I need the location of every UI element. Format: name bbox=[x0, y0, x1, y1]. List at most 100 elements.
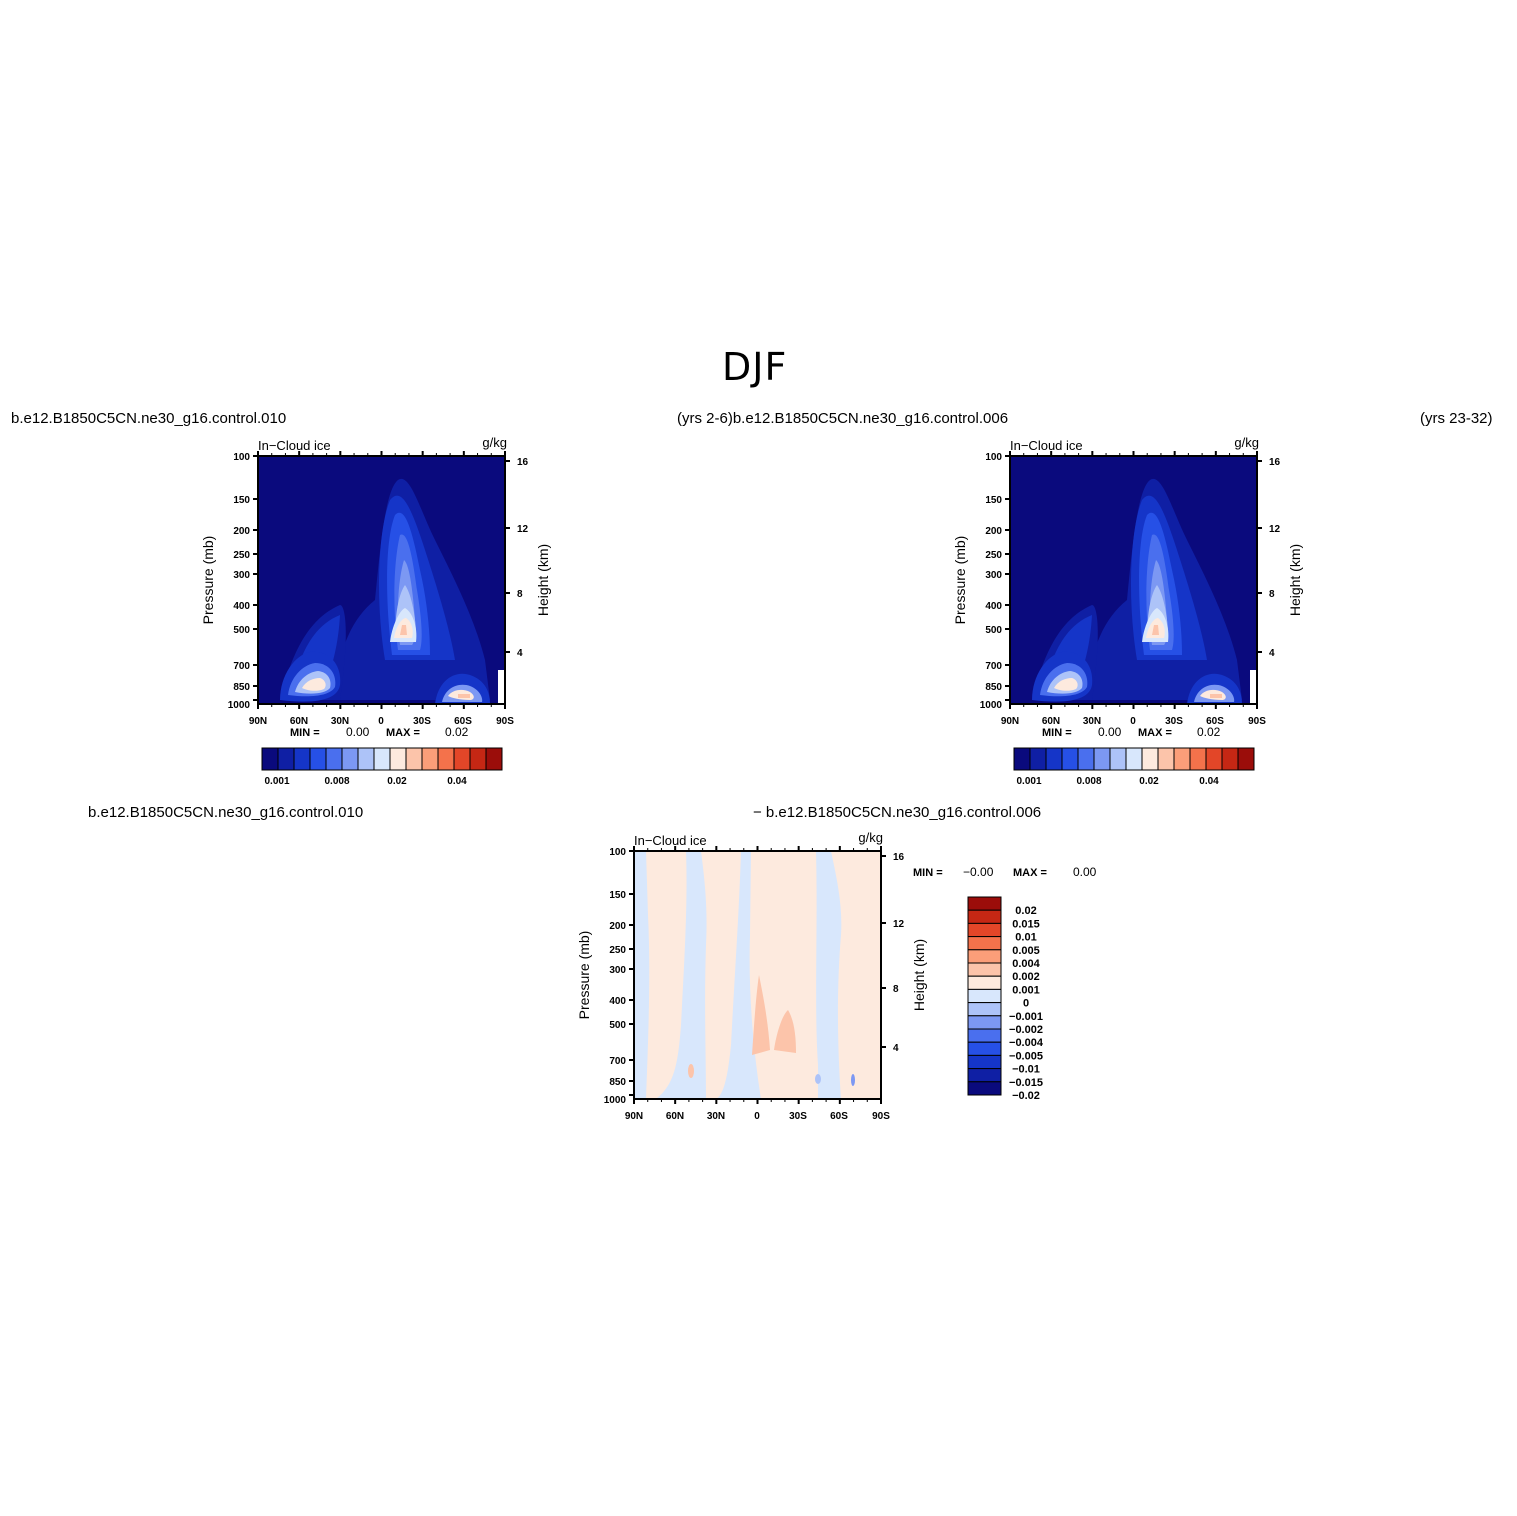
y-axis-label: Pressure (mb) bbox=[200, 536, 216, 625]
colorbar-label: 0.004 bbox=[1012, 958, 1040, 970]
y-tick-label: 300 bbox=[233, 570, 250, 581]
colorbar-swatch bbox=[421, 747, 439, 771]
colorbar-swatch bbox=[373, 747, 391, 771]
min-label: MIN = bbox=[290, 727, 320, 739]
min-label: MIN = bbox=[913, 867, 943, 879]
corner-label-variable: In−Cloud ice bbox=[258, 438, 331, 453]
x-tick-label: 90S bbox=[872, 1111, 890, 1122]
y-right-tick-label: 16 bbox=[893, 852, 905, 863]
colorbar-swatch bbox=[309, 747, 327, 771]
y-right-tick-label: 4 bbox=[893, 1043, 899, 1054]
max-value: 0.00 bbox=[1073, 865, 1097, 879]
y-tick-label: 150 bbox=[985, 495, 1002, 506]
colorbar-swatch bbox=[1157, 747, 1175, 771]
colorbar-label: 0 bbox=[1023, 998, 1029, 1010]
colorbar-swatch bbox=[437, 747, 455, 771]
y-tick-label: 400 bbox=[233, 601, 250, 612]
colorbar-swatch bbox=[469, 747, 487, 771]
max-label: MAX = bbox=[1013, 867, 1047, 879]
colorbar-label: −0.01 bbox=[1012, 1064, 1040, 1076]
max-value: 0.02 bbox=[445, 725, 469, 739]
y-tick-label: 300 bbox=[609, 965, 626, 976]
colorbar-swatch bbox=[967, 1002, 1002, 1017]
colorbar-label: 0.02 bbox=[387, 776, 407, 787]
x-tick-label: 30N bbox=[331, 716, 349, 727]
y-right-tick-label: 4 bbox=[1269, 648, 1275, 659]
colorbar-label: 0.02 bbox=[1139, 776, 1159, 787]
tick-marks bbox=[629, 846, 886, 1104]
y-tick-label: 100 bbox=[609, 847, 626, 858]
colorbar-swatch bbox=[967, 909, 1002, 924]
colorbar-swatch bbox=[1093, 747, 1111, 771]
colorbar-swatch bbox=[277, 747, 295, 771]
contour-field bbox=[280, 478, 505, 704]
panel-b-svg: 100 150 200 250 300 400 500 700 850 1000… bbox=[952, 435, 1303, 787]
min-value: −0.00 bbox=[963, 865, 994, 879]
y-tick-label: 1000 bbox=[228, 700, 251, 711]
y-tick-label: 100 bbox=[985, 452, 1002, 463]
corner-label-units: g/kg bbox=[1234, 435, 1259, 450]
panel-b: 100 150 200 250 300 400 500 700 850 1000… bbox=[932, 430, 1332, 800]
colorbar bbox=[967, 896, 1002, 1096]
colorbar-label: 0.008 bbox=[324, 776, 349, 787]
x-tick-label: 30S bbox=[413, 716, 431, 727]
tick-marks bbox=[1005, 451, 1262, 709]
max-label: MAX = bbox=[386, 727, 420, 739]
colorbar-label: 0.01 bbox=[1015, 932, 1036, 944]
y-right-tick-label: 16 bbox=[1269, 457, 1281, 468]
x-tick-label: 60S bbox=[1206, 716, 1224, 727]
colorbar-swatch bbox=[1205, 747, 1223, 771]
y-tick-label: 850 bbox=[985, 682, 1002, 693]
colorbar-label: 0.005 bbox=[1012, 945, 1040, 957]
x-tick-label: 60N bbox=[290, 716, 308, 727]
colorbar-label: 0.001 bbox=[1012, 984, 1040, 996]
y-tick-label: 400 bbox=[609, 996, 626, 1007]
colorbar-label: −0.001 bbox=[1009, 1011, 1043, 1023]
colorbar-label: −0.002 bbox=[1009, 1024, 1043, 1036]
colorbar-label: 0.015 bbox=[1012, 918, 1040, 930]
x-tick-label: 0 bbox=[1130, 716, 1136, 727]
y-axis-label-right: Height (km) bbox=[535, 544, 551, 616]
y-tick-label: 200 bbox=[233, 526, 250, 537]
x-tick-label: 60S bbox=[454, 716, 472, 727]
page-title: DJF bbox=[722, 345, 788, 389]
colorbar-label: 0.002 bbox=[1012, 971, 1040, 983]
corner-label-variable: In−Cloud ice bbox=[634, 833, 707, 848]
colorbar-swatch bbox=[1109, 747, 1127, 771]
y-tick-label: 700 bbox=[609, 1056, 626, 1067]
colorbar-label: 0.008 bbox=[1076, 776, 1101, 787]
x-tick-label: 90S bbox=[1248, 716, 1266, 727]
colorbar-swatch bbox=[967, 1054, 1002, 1070]
min-value: 0.00 bbox=[346, 725, 370, 739]
colorbar-swatch bbox=[405, 747, 423, 771]
colorbar-swatch bbox=[967, 896, 1002, 911]
corner-label-units: g/kg bbox=[858, 830, 883, 845]
x-tick-label: 90N bbox=[249, 716, 267, 727]
y-tick-label: 250 bbox=[609, 945, 626, 956]
x-tick-label: 0 bbox=[378, 716, 384, 727]
header-bottom-middle: − b.e12.B1850C5CN.ne30_g16.control.006 bbox=[753, 804, 1042, 821]
y-tick-label: 250 bbox=[985, 550, 1002, 561]
header-bottom-left: b.e12.B1850C5CN.ne30_g16.control.010 bbox=[88, 804, 364, 821]
y-right-tick-label: 4 bbox=[517, 648, 523, 659]
colorbar-swatch bbox=[967, 1041, 1002, 1056]
colorbar-swatch bbox=[1077, 747, 1095, 771]
x-tick-label: 90N bbox=[625, 1111, 643, 1122]
contour-field bbox=[646, 851, 881, 1099]
x-tick-label: 60N bbox=[666, 1111, 684, 1122]
max-value: 0.02 bbox=[1197, 725, 1221, 739]
colorbar-label: 0.02 bbox=[1015, 905, 1036, 917]
colorbar-swatch bbox=[967, 1081, 1002, 1096]
colorbar-swatch bbox=[1045, 747, 1063, 771]
y-axis-label: Pressure (mb) bbox=[576, 931, 592, 1020]
y-tick-label: 700 bbox=[233, 661, 250, 672]
y-tick-label: 500 bbox=[233, 625, 250, 636]
colorbar-label: −0.02 bbox=[1012, 1090, 1040, 1102]
colorbar-swatch bbox=[325, 747, 343, 771]
y-right-tick-label: 12 bbox=[517, 524, 529, 535]
colorbar-swatch bbox=[261, 747, 279, 771]
y-right-tick-label: 8 bbox=[517, 589, 523, 600]
colorbar-swatch bbox=[1061, 747, 1079, 771]
y-tick-label: 200 bbox=[985, 526, 1002, 537]
